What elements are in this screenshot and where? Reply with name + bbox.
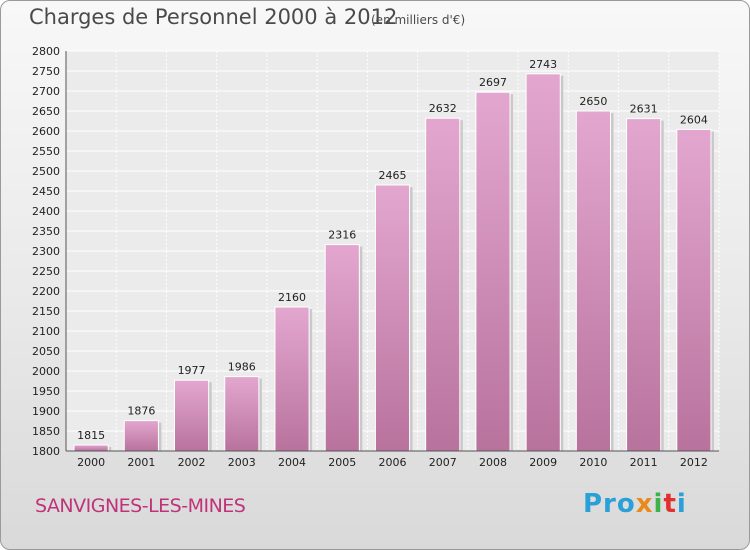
data-label: 2697: [479, 76, 507, 89]
x-tick-label: 2004: [278, 456, 306, 469]
y-tick-label: 2300: [32, 245, 60, 258]
y-tick-label: 2050: [32, 345, 60, 358]
logo-part: Pro: [583, 489, 636, 519]
y-tick-label: 2800: [32, 45, 60, 58]
x-tick-label: 2012: [680, 456, 708, 469]
y-tick-label: 2750: [32, 65, 60, 78]
data-label: 1977: [178, 364, 206, 377]
y-tick-label: 2150: [32, 305, 60, 318]
data-label: 2631: [630, 103, 658, 116]
x-tick-label: 2001: [127, 456, 155, 469]
logo-part: x: [635, 489, 654, 519]
data-label: 2650: [579, 95, 607, 108]
town-name: SANVIGNES-LES-MINES: [35, 495, 246, 517]
data-label: 2316: [328, 229, 356, 242]
data-label: 2743: [529, 58, 557, 71]
x-tick-label: 2005: [328, 456, 356, 469]
bars: [73, 73, 714, 452]
y-tick-label: 2400: [32, 205, 60, 218]
y-tick-label: 2650: [32, 105, 60, 118]
x-tick-label: 2008: [479, 456, 507, 469]
x-tick-label: 2006: [379, 456, 407, 469]
x-tick-label: 2010: [579, 456, 607, 469]
bar: [575, 110, 612, 452]
labels: 1800 1850 1900 1950 2000 2050 2100 2150 2200 2250…: [32, 45, 708, 469]
y-tick-label: 2350: [32, 225, 60, 238]
proxiti-logo: Proxiti: [583, 489, 687, 519]
bar: [374, 184, 411, 452]
y-tick-label: 2200: [32, 285, 60, 298]
logo-part: i: [676, 489, 687, 519]
bar: [626, 118, 662, 452]
axes: [65, 51, 719, 452]
y-tick-label: 2550: [32, 145, 60, 158]
y-tick-label: 1900: [32, 405, 60, 418]
bar: [274, 306, 310, 452]
data-label: 2160: [278, 291, 306, 304]
y-tick-label: 1850: [32, 425, 60, 438]
x-tick-label: 2009: [529, 456, 557, 469]
logo-part: t: [663, 489, 677, 519]
y-tick-label: 2450: [32, 185, 60, 198]
data-label: 2465: [379, 169, 407, 182]
y-tick-label: 1950: [32, 385, 60, 398]
y-tick-label: 2000: [32, 365, 60, 378]
bar: [224, 376, 260, 452]
bar: [425, 117, 461, 452]
data-label: 2604: [680, 113, 708, 126]
data-label: 1815: [77, 429, 105, 442]
x-tick-label: 2007: [429, 456, 457, 469]
data-label: 1986: [228, 361, 256, 374]
y-tick-label: 2700: [32, 85, 60, 98]
logo-part: i: [653, 489, 664, 519]
bar: [324, 244, 360, 452]
chart-subtitle: (en milliers d'€): [371, 13, 466, 27]
x-tick-label: 2011: [630, 456, 658, 469]
bar: [173, 379, 210, 452]
data-label: 1876: [127, 405, 155, 418]
bar: [123, 420, 159, 452]
bar: [676, 128, 712, 452]
chart-title: Charges de Personnel 2000 à 2012: [29, 5, 398, 29]
x-tick-label: 2000: [77, 456, 105, 469]
bar: [475, 91, 511, 452]
data-label: 2632: [429, 102, 457, 115]
x-tick-label: 2003: [228, 456, 256, 469]
y-tick-label: 2100: [32, 325, 60, 338]
y-tick-label: 2250: [32, 265, 60, 278]
y-tick-label: 2600: [32, 125, 60, 138]
bar: [525, 73, 561, 452]
y-tick-label: 1800: [32, 445, 60, 458]
bar: [73, 444, 109, 452]
x-tick-label: 2002: [178, 456, 206, 469]
y-tick-label: 2500: [32, 165, 60, 178]
